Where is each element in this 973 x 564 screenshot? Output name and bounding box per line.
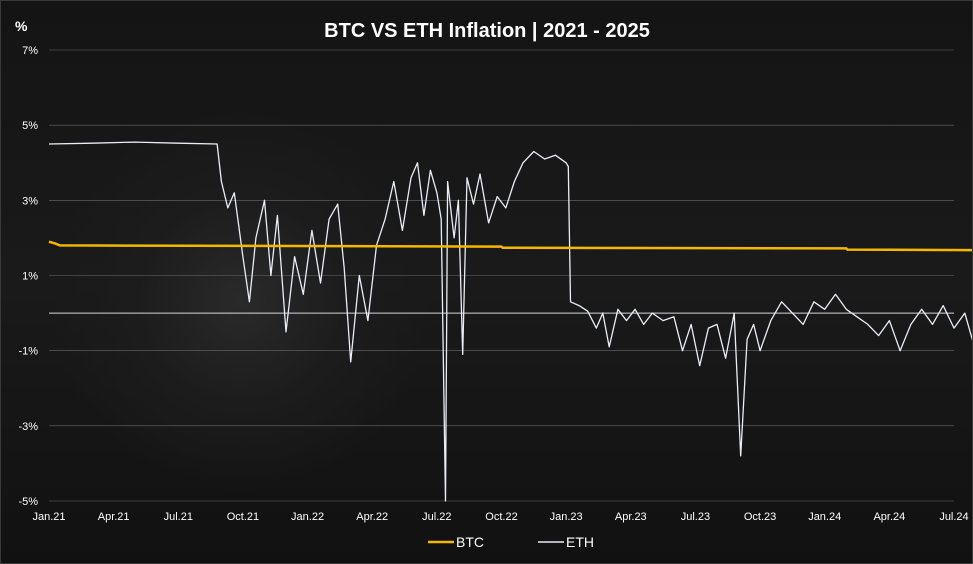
y-axis-unit-label: %: [15, 18, 28, 34]
y-tick-label: 1%: [22, 271, 38, 283]
x-tick-label: Apr.24: [873, 511, 905, 523]
legend: BTC ETH: [428, 534, 594, 550]
y-tick-label: 7%: [22, 45, 38, 57]
x-tick-label: Jul.24: [939, 511, 968, 523]
y-tick-label: -5%: [18, 496, 38, 508]
x-tick-label: Oct.21: [227, 511, 259, 523]
y-axis-ticks: 7% 5% 3% 1% -1% -3% -5%: [18, 45, 38, 508]
y-tick-label: 5%: [22, 120, 38, 132]
series-line-eth: [48, 141, 972, 502]
x-tick-label: Jul.21: [164, 511, 193, 523]
x-tick-label: Oct.23: [744, 511, 776, 523]
series-line-btc: [48, 240, 972, 252]
x-tick-label: Jan.23: [550, 511, 583, 523]
grid-lines: [49, 49, 954, 502]
x-tick-label: Jan.22: [291, 511, 324, 523]
x-tick-label: Oct.22: [485, 511, 517, 523]
x-tick-label: Jan.21: [32, 511, 65, 523]
x-tick-label: Apr.23: [615, 511, 647, 523]
legend-label-btc: BTC: [456, 534, 484, 550]
x-tick-label: Jul.22: [422, 511, 451, 523]
y-tick-label: -1%: [18, 346, 38, 358]
x-tick-label: Apr.22: [356, 511, 388, 523]
chart-title: BTC VS ETH Inflation | 2021 - 2025: [324, 20, 650, 42]
x-tick-label: Jul.23: [681, 511, 710, 523]
legend-label-eth: ETH: [566, 534, 594, 550]
y-tick-label: -3%: [18, 421, 38, 433]
x-axis-ticks: Jan.21 Apr.21 Jul.21 Oct.21 Jan.22 Apr.22 Jul.…: [32, 511, 968, 523]
x-tick-label: Jan.24: [808, 511, 841, 523]
series-lines: [48, 141, 972, 502]
y-tick-label: 3%: [22, 195, 38, 207]
x-tick-label: Apr.21: [98, 511, 130, 523]
